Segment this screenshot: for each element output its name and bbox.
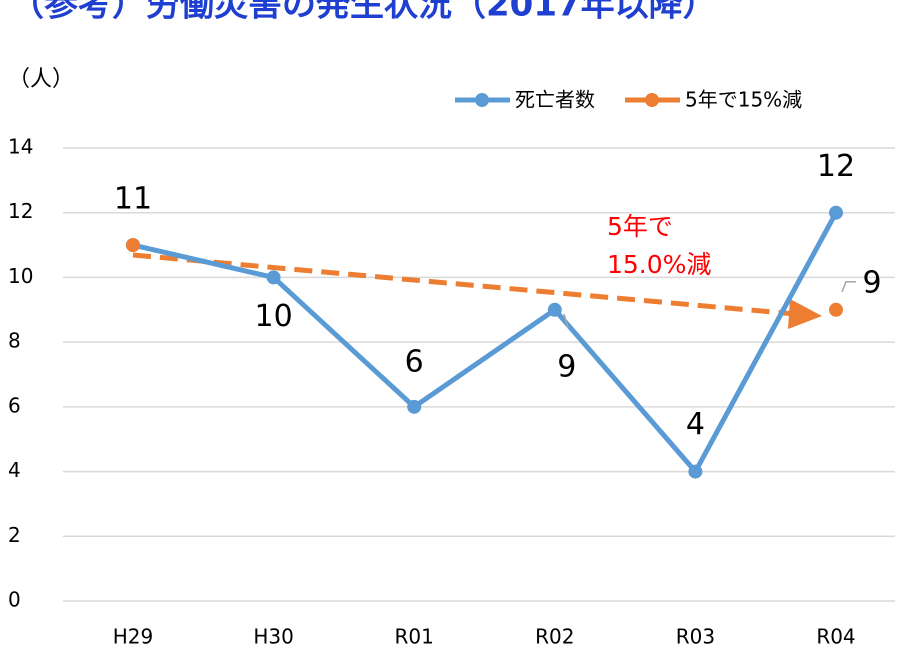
data-label: 10 bbox=[255, 299, 293, 334]
marker bbox=[829, 205, 843, 220]
trend-arrow bbox=[132, 252, 822, 329]
marker bbox=[547, 302, 562, 317]
x-tick-label: R03 bbox=[676, 625, 715, 649]
marker bbox=[266, 270, 281, 285]
legend-marker bbox=[475, 93, 489, 107]
legend-label: 死亡者数 bbox=[515, 88, 595, 112]
y-tick-label: 14 bbox=[8, 135, 33, 159]
data-label: 4 bbox=[686, 407, 705, 442]
data-label: 11 bbox=[114, 182, 152, 217]
y-tick-label: 12 bbox=[8, 199, 33, 223]
data-label: 9 bbox=[557, 349, 576, 384]
annotation: 5年で bbox=[607, 212, 673, 241]
leader-line bbox=[563, 313, 569, 329]
annotation: 15.0%減 bbox=[607, 250, 711, 279]
y-tick-label: 2 bbox=[8, 523, 21, 547]
series-line bbox=[132, 211, 839, 475]
marker bbox=[688, 464, 703, 479]
y-tick-label: 0 bbox=[8, 588, 21, 612]
x-tick-label: R02 bbox=[535, 625, 574, 649]
x-tick-label: H30 bbox=[253, 625, 294, 649]
y-tick-label: 8 bbox=[8, 329, 21, 353]
y-tick-label: 10 bbox=[8, 264, 33, 288]
x-tick-label: R01 bbox=[395, 625, 434, 649]
leader-line bbox=[841, 281, 856, 293]
x-tick-label: H29 bbox=[113, 625, 154, 649]
marker bbox=[829, 302, 843, 317]
y-tick-label: 6 bbox=[8, 393, 21, 417]
legend-marker bbox=[645, 93, 659, 107]
y-tick-label: 4 bbox=[8, 458, 21, 482]
x-tick-label: R04 bbox=[816, 625, 855, 649]
marker bbox=[126, 238, 140, 253]
chart-title: （参考）労働災害の発生状況（2017年以降） bbox=[10, 0, 717, 25]
data-label: 12 bbox=[817, 149, 855, 184]
y-axis-label: （人） bbox=[8, 67, 74, 92]
data-label: 9 bbox=[862, 265, 881, 300]
legend-label: 5年で15%減 bbox=[685, 88, 802, 112]
data-label: 6 bbox=[405, 344, 424, 379]
marker bbox=[407, 399, 422, 414]
